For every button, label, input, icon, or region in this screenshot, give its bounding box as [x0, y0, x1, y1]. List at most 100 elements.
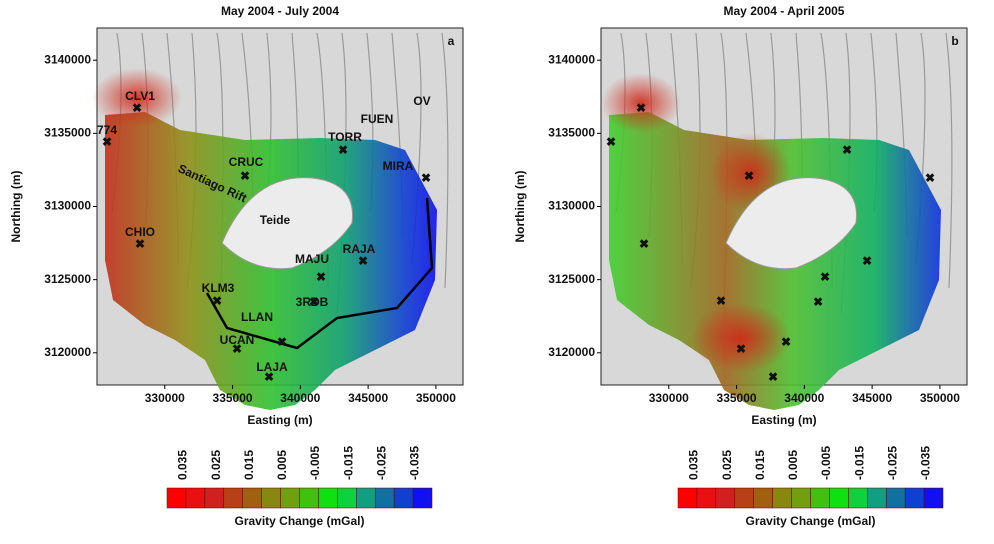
colorbar-label: Gravity Change (mGal) — [234, 514, 364, 528]
hot-spot — [691, 303, 791, 373]
colorbar-cell — [413, 488, 432, 508]
colorbar-tick-label: -0.015 — [852, 446, 866, 480]
station-marker: ✖ — [135, 237, 145, 251]
panel-letter: a — [448, 34, 455, 48]
colorbar-cell — [924, 488, 943, 508]
y-tick-label: 3140000 — [44, 52, 91, 66]
station-label: LLAN — [241, 310, 273, 324]
colorbar-cell — [811, 488, 830, 508]
panel-title: May 2004 - July 2004 — [221, 4, 339, 18]
station-marker: ✖ — [606, 135, 616, 149]
colorbar-tick-label: -0.025 — [374, 446, 388, 480]
colorbar-cell — [224, 488, 243, 508]
colorbar-label: Gravity Change (mGal) — [745, 514, 875, 528]
station-marker: ✖ — [820, 270, 830, 284]
station-marker: ✖ — [240, 169, 250, 183]
x-tick-label: 330000 — [649, 391, 689, 405]
colorbar-cell — [735, 488, 754, 508]
panel-letter: b — [951, 34, 958, 48]
colorbar-tick-label: -0.035 — [919, 446, 933, 480]
x-axis-label: Easting (m) — [751, 413, 816, 427]
station-marker: ✖ — [925, 171, 935, 185]
x-tick-label: 335000 — [717, 391, 757, 405]
station-marker: ✖ — [862, 254, 872, 268]
colorbar-cell — [848, 488, 867, 508]
colorbar-cell — [262, 488, 281, 508]
station-label: MIRA — [383, 159, 414, 173]
panel-title: May 2004 - April 2005 — [724, 4, 845, 18]
station-label: 774 — [97, 123, 117, 137]
station-marker: ✖ — [316, 270, 326, 284]
colorbar-cell — [205, 488, 224, 508]
colorbar-tick-label: -0.005 — [819, 446, 833, 480]
colorbar-tick-label: -0.025 — [885, 446, 899, 480]
station-label: RAJA — [343, 242, 376, 256]
y-tick-label: 3125000 — [44, 272, 91, 286]
colorbar-cell — [281, 488, 300, 508]
y-tick-label: 3120000 — [548, 345, 595, 359]
colorbar-cell — [697, 488, 716, 508]
colorbar-tick-label: -0.035 — [408, 446, 422, 480]
colorbar-tick-label: 0.005 — [786, 450, 800, 480]
y-axis-label: Northing (m) — [9, 171, 23, 243]
y-tick-label: 3130000 — [44, 199, 91, 213]
station-marker: ✖ — [636, 101, 646, 115]
y-axis-label: Northing (m) — [513, 171, 527, 243]
map-panel: ✖✖✖✖✖✖✖✖✖✖✖✖✖ — [601, 28, 967, 410]
colorbar-cell — [754, 488, 773, 508]
y-tick-label: 3125000 — [548, 272, 595, 286]
x-tick-label: 345000 — [348, 391, 388, 405]
x-tick-label: 340000 — [280, 391, 320, 405]
colorbar-cell — [243, 488, 262, 508]
station-marker: ✖ — [212, 294, 222, 308]
colorbar-cell — [375, 488, 394, 508]
colorbar-cell — [394, 488, 413, 508]
station-marker: ✖ — [716, 294, 726, 308]
station-marker: ✖ — [781, 335, 791, 349]
station-marker: ✖ — [421, 171, 431, 185]
y-tick-label: 3135000 — [548, 126, 595, 140]
colorbar-tick-label: 0.015 — [242, 450, 256, 480]
station-label: LAJA — [256, 360, 288, 374]
colorbar-tick-label: -0.015 — [341, 446, 355, 480]
colorbar-cell — [337, 488, 356, 508]
colorbar-tick-label: 0.025 — [209, 450, 223, 480]
colorbar-tick-label: 0.035 — [687, 450, 701, 480]
y-tick-label: 3120000 — [44, 345, 91, 359]
station-marker: ✖ — [736, 342, 746, 356]
colorbar-cell — [886, 488, 905, 508]
colorbar-tick-label: 0.005 — [275, 450, 289, 480]
colorbar-cell — [829, 488, 848, 508]
station-label: CHIO — [125, 225, 155, 239]
colorbar-cell — [792, 488, 811, 508]
x-tick-label: 350000 — [416, 391, 456, 405]
x-axis-label: Easting (m) — [247, 413, 312, 427]
station-label: CLV1 — [125, 89, 155, 103]
colorbar-tick-label: 0.035 — [176, 450, 190, 480]
station-marker: ✖ — [132, 101, 142, 115]
station-label: MAJU — [295, 252, 329, 266]
colorbar-tick-label: 0.025 — [720, 450, 734, 480]
colorbar-tick-label: -0.005 — [308, 446, 322, 480]
station-label: 3RDB — [296, 295, 329, 309]
station-marker: ✖ — [744, 169, 754, 183]
station-marker: ✖ — [813, 295, 823, 309]
station-marker: ✖ — [639, 237, 649, 251]
colorbar-cell — [300, 488, 319, 508]
colorbar-cell — [167, 488, 186, 508]
station-label: KLM3 — [202, 281, 235, 295]
colorbar-cell — [678, 488, 697, 508]
station-label: TORR — [328, 130, 362, 144]
station-marker: ✖ — [102, 135, 112, 149]
station-label: UCAN — [220, 333, 255, 347]
station-marker: ✖ — [842, 143, 852, 157]
colorbar-cell — [905, 488, 924, 508]
station-label: Teide — [260, 213, 291, 227]
y-tick-label: 3140000 — [548, 52, 595, 66]
y-tick-label: 3130000 — [548, 199, 595, 213]
station-marker: ✖ — [277, 335, 287, 349]
y-tick-label: 3135000 — [44, 126, 91, 140]
colorbar-cell — [867, 488, 886, 508]
x-tick-label: 345000 — [852, 391, 892, 405]
station-marker: ✖ — [358, 254, 368, 268]
